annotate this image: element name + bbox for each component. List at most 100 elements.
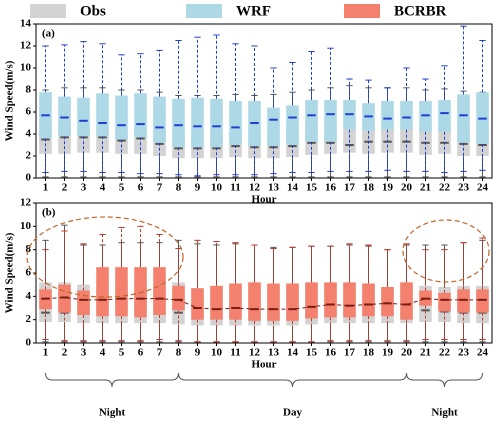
x-tick-label: 12: [249, 182, 261, 194]
box: [115, 267, 128, 317]
x-tick-label: 24: [477, 347, 489, 359]
x-tick-label: 5: [119, 347, 125, 359]
box: [134, 93, 147, 138]
box-series: [39, 25, 489, 177]
box: [324, 282, 337, 318]
box: [286, 105, 299, 145]
x-tick-label: 8: [176, 182, 182, 194]
x-tick-label: 15: [306, 347, 318, 359]
y-tick-label: 6: [26, 106, 32, 118]
box: [419, 127, 432, 155]
plot-frame: [35, 23, 493, 179]
box: [476, 289, 489, 313]
y-tick-label: 8: [26, 243, 32, 255]
x-tick-label: 10: [211, 182, 223, 194]
box: [77, 97, 90, 137]
x-tick-label: 22: [439, 182, 451, 194]
box: [210, 98, 223, 148]
box: [381, 101, 394, 130]
y-tick-label: 2: [26, 313, 32, 325]
box: [115, 95, 128, 140]
span-label: Night: [99, 407, 126, 419]
x-axis-label: Hour: [251, 194, 276, 206]
box: [191, 288, 204, 320]
x-tick-label: 21: [420, 347, 431, 359]
x-tick-label: 20: [401, 347, 413, 359]
box: [172, 285, 185, 311]
y-tick-label: 10: [20, 220, 32, 232]
brace: [45, 372, 179, 388]
x-tick-label: 12: [249, 347, 261, 359]
y-tick-label: 12: [20, 197, 32, 209]
x-tick-label: 11: [230, 347, 240, 359]
box: [229, 101, 242, 145]
x-tick-label: 8: [176, 347, 182, 359]
x-tick-label: 20: [401, 182, 413, 194]
highlight-ellipse: [26, 216, 184, 298]
y-tick-label: 2: [26, 150, 32, 162]
x-tick-label: 4: [100, 182, 106, 194]
x-tick-label: 9: [195, 347, 201, 359]
y-tick-label: 4: [26, 128, 32, 140]
legend-label: WRF: [236, 3, 271, 19]
box-series: [39, 225, 489, 343]
x-tick-label: 3: [81, 347, 87, 359]
x-tick-label: 10: [211, 347, 223, 359]
x-tick-label: 15: [306, 182, 318, 194]
y-tick-label: 12: [20, 40, 32, 52]
box: [77, 290, 90, 315]
x-tick-label: 17: [344, 182, 356, 194]
box: [400, 282, 413, 320]
legend: Obs WRF BCRBR: [30, 3, 447, 19]
x-tick-label: 9: [195, 182, 201, 194]
x-tick-label: 3: [81, 182, 87, 194]
y-tick-label: 0: [26, 337, 32, 349]
highlight-ellipse: [402, 219, 490, 283]
y-tick-label: 8: [26, 84, 32, 96]
x-tick-label: 13: [268, 347, 280, 359]
x-tick-label: 7: [157, 347, 163, 359]
box: [267, 283, 280, 321]
x-tick-label: 17: [344, 347, 356, 359]
median-line: [45, 296, 483, 310]
box: [96, 267, 109, 317]
box: [229, 283, 242, 320]
legend-swatch: [344, 4, 380, 18]
box: [305, 99, 318, 142]
x-tick-label: 11: [230, 182, 240, 194]
y-tick-label: 4: [26, 290, 32, 302]
y-tick-label: 10: [20, 62, 32, 74]
box: [362, 126, 375, 154]
box: [400, 101, 413, 130]
box: [172, 98, 185, 148]
y-axis-label: Wind Speed(m/s): [4, 232, 16, 313]
x-tick-label: 18: [363, 347, 375, 359]
box: [324, 99, 337, 142]
box: [438, 292, 451, 312]
y-axis-label: Wind Speed(m/s): [4, 60, 16, 141]
x-tick-label: 7: [157, 182, 163, 194]
legend-label: BCRBR: [394, 3, 447, 19]
y-tick-label: 6: [26, 267, 32, 279]
box: [58, 96, 71, 137]
span-label: Night: [431, 407, 458, 419]
box: [457, 94, 470, 143]
x-tick-label: 1: [43, 182, 49, 194]
x-tick-label: 13: [268, 182, 280, 194]
brace: [178, 372, 407, 388]
box: [153, 267, 166, 315]
legend-swatch: [186, 4, 222, 18]
x-tick-label: 1: [43, 347, 49, 359]
box: [381, 287, 394, 317]
x-tick-label: 14: [287, 182, 299, 194]
x-tick-label: 23: [458, 182, 470, 194]
box: [381, 125, 394, 153]
box: [343, 282, 356, 318]
x-tick-label: 2: [62, 347, 68, 359]
box: [457, 289, 470, 313]
x-tick-label: 16: [325, 347, 337, 359]
x-tick-label: 19: [382, 347, 394, 359]
x-tick-label: 2: [62, 182, 68, 194]
x-tick-label: 24: [477, 182, 489, 194]
